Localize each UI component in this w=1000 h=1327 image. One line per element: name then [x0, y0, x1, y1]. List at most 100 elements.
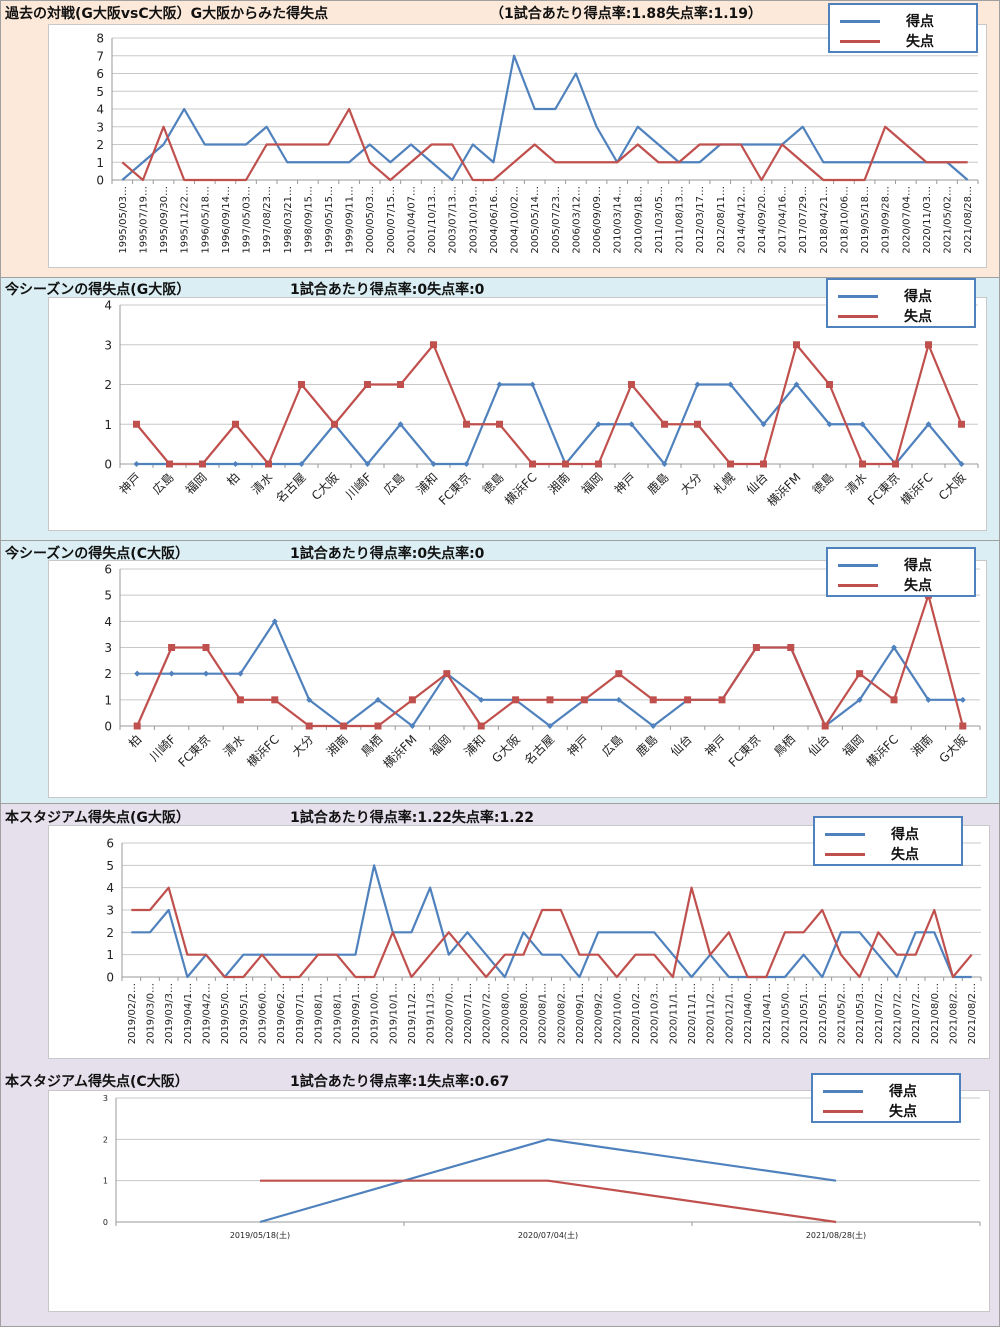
x-tick-label: 清水 [249, 470, 276, 497]
x-tick-label: 2019/10/1… [388, 983, 399, 1044]
scored-series-line [259, 1138, 837, 1224]
y-tick-label: 3 [104, 641, 112, 655]
scored-point [133, 461, 140, 467]
x-tick-label: 広島 [598, 732, 626, 760]
x-tick-label: 1996/09/14… [221, 186, 232, 254]
legend-scored-label: 得点 [889, 1084, 917, 1100]
season-g-chart-area [48, 297, 987, 531]
x-tick-label: 2020/07/2… [482, 983, 493, 1044]
x-tick-label: 2021/05/02… [943, 186, 954, 254]
conceded-point [199, 460, 206, 468]
x-tick-label: 2003/07/13… [448, 186, 459, 254]
y-tick-label: 0 [96, 174, 104, 188]
x-tick-label: 2019/04/2… [202, 983, 213, 1044]
x-tick-label: 2020/12/1… [724, 983, 735, 1044]
x-tick-label: 横浜FM [765, 470, 804, 509]
legend-scored-label: 得点 [904, 558, 932, 574]
x-tick-label: 横浜FC [863, 732, 901, 770]
x-tick-label: 2020/11/2… [706, 983, 717, 1044]
conceded-point [298, 381, 305, 388]
legend-conceded-label: 失点 [904, 578, 932, 594]
history-title: 過去の対戦(G大阪vsC大阪）G大阪からみた得失点 [5, 6, 329, 22]
x-tick-label: 大分 [678, 470, 705, 497]
scored-point [793, 381, 800, 388]
conceded-point [562, 460, 569, 468]
conceded-point [340, 722, 348, 730]
x-tick-label: 湘南 [545, 470, 573, 498]
legend-scored-swatch [838, 294, 878, 298]
x-tick-label: 川崎F [147, 732, 179, 764]
x-tick-label: 1996/05/18… [200, 186, 211, 254]
conceded-point [477, 722, 485, 730]
conceded-point [859, 460, 866, 468]
conceded-series-line [136, 594, 964, 728]
x-tick-label: 仙台 [667, 732, 695, 760]
conceded-point [856, 670, 864, 678]
y-tick-label: 8 [96, 32, 104, 46]
x-tick-label: 横浜FC [244, 732, 282, 770]
conceded-point [958, 420, 965, 428]
scored-series-line [121, 54, 969, 182]
conceded-series-line [135, 343, 963, 466]
x-tick-label: 2012/03/17… [695, 186, 706, 254]
scored-point [529, 381, 536, 388]
x-tick-label: 2021/05/2… [836, 983, 847, 1044]
x-tick-label: 柏 [125, 732, 144, 751]
x-tick-label: 鹿島 [633, 732, 661, 760]
scored-point [478, 696, 485, 703]
scored-series-line [131, 864, 972, 979]
x-tick-label: 2004/06/16… [489, 186, 500, 254]
x-tick-label: 2020/07/1… [463, 983, 474, 1044]
x-tick-label: 2005/05/14… [530, 186, 541, 254]
x-tick-label: 1998/09/15… [303, 186, 314, 254]
legend-scored-swatch [825, 832, 865, 836]
scored-point [628, 421, 635, 428]
x-tick-label: 2020/08/0… [500, 983, 511, 1044]
conceded-point [496, 420, 503, 428]
x-tick-label: 2020/09/2… [594, 983, 605, 1044]
legend-conceded-swatch [825, 852, 865, 856]
x-tick-label: 2019/06/2… [276, 983, 287, 1044]
x-tick-label: 1995/09/30… [159, 186, 170, 254]
x-tick-label: 2010/09/18… [633, 186, 644, 254]
x-tick-label: 2019/07/1… [295, 983, 306, 1044]
x-tick-label: 2000/07/15… [386, 186, 397, 254]
conceded-point [168, 644, 176, 651]
x-tick-label: 1998/03/21… [283, 186, 294, 254]
x-tick-label: 2014/04/12… [736, 186, 747, 254]
x-tick-label: 2020/11/03… [922, 186, 933, 254]
y-tick-label: 2 [104, 667, 112, 681]
stadium-c-legend: 得点 失点 [811, 1073, 961, 1123]
legend-conceded-swatch [838, 583, 878, 587]
x-tick-label: 1995/07/19… [138, 186, 149, 254]
stadium-c-title: 本スタジアム得失点(C大阪） [5, 1074, 189, 1090]
conceded-point [760, 460, 767, 468]
y-tick-label: 5 [106, 859, 114, 873]
x-tick-label: 2019/05/18(土) [230, 1230, 290, 1240]
x-tick-label: C大阪 [936, 470, 969, 503]
scored-point [958, 461, 965, 467]
x-tick-label: 2021/04/1… [762, 983, 773, 1044]
x-tick-label: 2021/07/2… [874, 983, 885, 1044]
x-tick-label: 2019/09/28… [881, 186, 892, 254]
y-tick-label: 0 [106, 971, 114, 985]
conceded-point [826, 381, 833, 388]
scored-point [925, 696, 932, 703]
conceded-point [793, 341, 800, 349]
x-tick-label: 2019/04/1… [183, 983, 194, 1044]
x-tick-label: 2020/07/04(土) [518, 1230, 578, 1240]
x-tick-label: 2019/05/18… [860, 186, 871, 254]
conceded-point [684, 696, 692, 704]
x-tick-label: 湘南 [908, 732, 936, 760]
legend-scored-swatch [838, 563, 878, 567]
stadium-g-rate: 1試合あたり得点率:1.22失点率:1.22 [290, 810, 535, 826]
x-tick-label: 2010/03/14… [613, 186, 624, 254]
y-tick-label: 3 [106, 904, 114, 918]
legend-conceded-swatch [840, 39, 880, 43]
x-tick-label: 2021/05/1… [818, 983, 829, 1044]
x-tick-label: 2011/08/13… [675, 186, 686, 254]
x-tick-label: 2020/10/0… [612, 983, 623, 1044]
season-g-title: 今シーズンの得失点(G大阪） [5, 282, 191, 298]
conceded-point [628, 381, 635, 388]
x-tick-label: 徳島 [809, 470, 837, 498]
